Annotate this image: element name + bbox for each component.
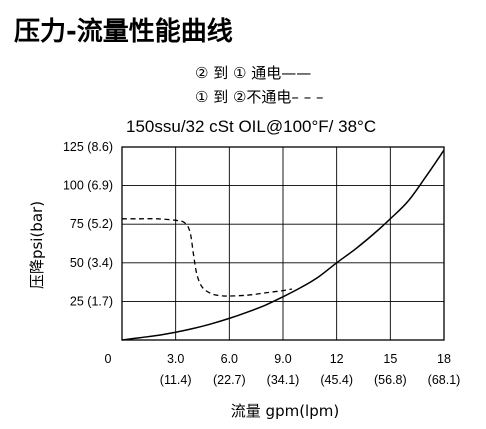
x-tick-label: 15	[383, 352, 397, 366]
x-axis-ticks: 0 3.0 (11.4) 6.0 (22.7) 9.0 (34.1) 12 (45.4) 15 (5…	[105, 352, 461, 387]
x-tick-label: 3.0	[167, 352, 184, 366]
legend-entry-de-energized: ① 到 ②不通电– – –	[195, 88, 323, 106]
x-tick-sublabel: (56.8)	[374, 373, 407, 387]
y-axis-ticks: 25 (1.7) 50 (3.4) 75 (5.2) 100 (6.9) 125 (8.…	[63, 140, 113, 308]
series-lines	[121, 149, 445, 341]
x-tick-sublabel: (45.4)	[320, 373, 353, 387]
y-tick-label: 100 (6.9)	[63, 179, 113, 193]
y-axis-label: 压降psi(bar)	[28, 201, 46, 289]
x-tick-sublabel: (11.4)	[160, 373, 192, 387]
plot-area-frame	[121, 146, 445, 341]
x-tick-label: 6.0	[221, 352, 238, 366]
x-tick-sublabel: (22.7)	[213, 373, 246, 387]
series-line-energized	[121, 149, 445, 341]
y-tick-label: 25 (1.7)	[70, 294, 113, 308]
chart-title: 压力-流量性能曲线	[14, 16, 233, 47]
legend-entry-energized: ② 到 ① 通电——	[195, 64, 311, 82]
x-tick-label: 0	[105, 352, 112, 366]
x-tick-label: 9.0	[274, 352, 291, 366]
x-tick-sublabel: (34.1)	[267, 373, 300, 387]
chart-subtitle: 150ssu/32 cSt OIL@100°F/ 38°C	[126, 117, 376, 136]
series-line-de-energized	[122, 218, 293, 297]
x-tick-label: 12	[330, 352, 344, 366]
x-tick-label: 18	[437, 352, 451, 366]
y-tick-label: 50 (3.4)	[70, 256, 113, 270]
grid-lines	[122, 147, 444, 340]
y-tick-label: 75 (5.2)	[70, 217, 113, 231]
y-tick-label: 125 (8.6)	[63, 140, 113, 154]
x-tick-sublabel: (68.1)	[428, 373, 461, 387]
x-axis-label: 流量 gpm(lpm)	[231, 402, 339, 420]
